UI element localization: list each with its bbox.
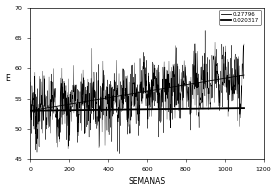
X-axis label: SEMANAS: SEMANAS (129, 177, 166, 186)
Y-axis label: E: E (6, 74, 10, 83)
Legend: 0.27796, 0.020317: 0.27796, 0.020317 (219, 10, 261, 25)
